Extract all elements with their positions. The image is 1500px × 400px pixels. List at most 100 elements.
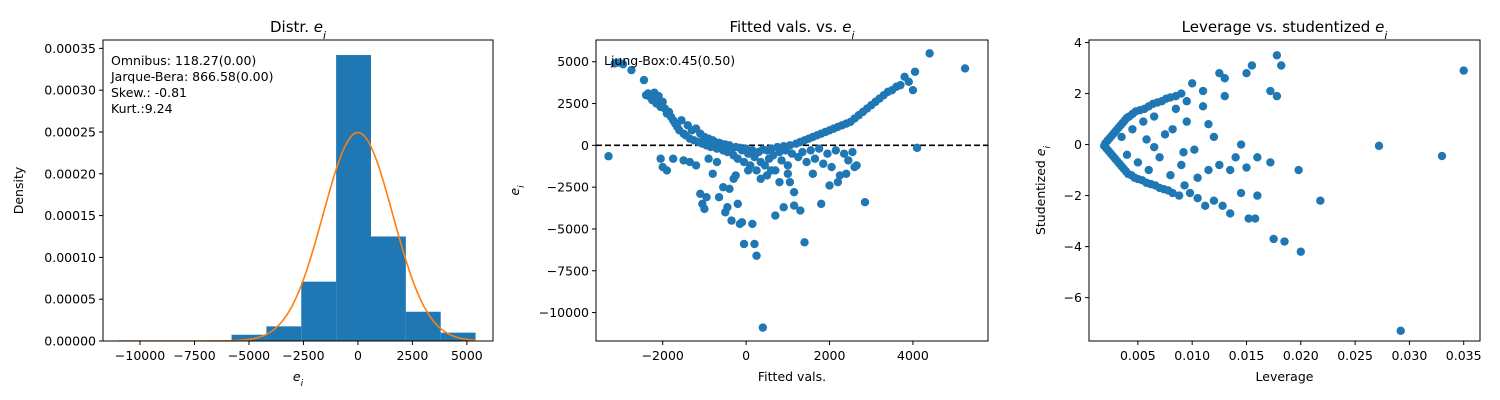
- scatter-point-132: [685, 157, 695, 167]
- scatter-point-74: [1316, 196, 1325, 205]
- x-tick-label: 0.035: [1446, 348, 1482, 363]
- scatter-point-97: [831, 146, 840, 155]
- scatter-point-14: [658, 97, 667, 107]
- x-tick-label: 4000: [897, 348, 929, 363]
- x-tick-label: 2500: [396, 348, 428, 363]
- y-tick-label: 0: [581, 138, 589, 153]
- scatter-point-53: [1198, 86, 1208, 96]
- leverage-vs-studentized-panel: 0.005 0.010 0.015 0.020 0.025 0.030 0.035 −6 −4 −…: [1033, 18, 1482, 384]
- scatter-point-151: [737, 218, 747, 227]
- y-tick-label: −7500: [547, 263, 589, 278]
- x-tick-label: 0.005: [1120, 348, 1156, 363]
- scatter-point-92: [1193, 173, 1202, 182]
- scatter-point-52: [1193, 193, 1202, 203]
- x-tick-label: 0.010: [1174, 348, 1210, 363]
- plot-area: [596, 49, 988, 332]
- x-tick-label: −5000: [228, 348, 270, 363]
- x-axis-label: Leverage: [1256, 369, 1314, 384]
- scatter-point-77: [789, 187, 799, 197]
- scatter-point-133: [691, 161, 701, 170]
- scatter-point-122: [908, 85, 918, 95]
- scatter-point-95: [1209, 132, 1219, 142]
- chart-title-symbol: e: [842, 18, 851, 36]
- scatter-point-146: [727, 216, 736, 225]
- scatter-point-169: [808, 169, 818, 178]
- scatter-point-93: [1198, 102, 1208, 111]
- scatter-point-121: [904, 77, 913, 87]
- scatter-point-158: [758, 323, 768, 332]
- scatter-point-173: [842, 169, 851, 178]
- scatter-point-95: [827, 162, 836, 172]
- scatter-point-56: [1209, 196, 1219, 205]
- scatter-point-162: [775, 177, 784, 187]
- scatter-point-4: [627, 65, 636, 75]
- chart-title-text: Distr.: [270, 18, 314, 36]
- scatter-point-71: [777, 156, 786, 165]
- scatter-point-107: [1142, 135, 1151, 144]
- scatter-point-48: [1180, 181, 1189, 190]
- stats-annotation: Ljung-Box:0.45(0.50): [604, 53, 735, 68]
- scatter-point-50: [1185, 188, 1195, 198]
- scatter-point-166: [789, 201, 799, 210]
- scatter-point-68: [1266, 86, 1275, 96]
- stats-annotation: Skew.: -0.81: [111, 85, 187, 100]
- scatter-point-87: [810, 154, 820, 163]
- y-axis-label: Density: [11, 166, 26, 214]
- scatter-point-148: [731, 171, 740, 180]
- scatter-point-76: [787, 149, 797, 158]
- x-tick-label: −10000: [115, 348, 165, 363]
- scatter-point-96: [1215, 160, 1224, 170]
- y-tick-label: 0.00010: [44, 250, 96, 265]
- scatter-point-109: [1179, 148, 1188, 157]
- scatter-point-46: [1174, 191, 1184, 200]
- x-axis-label: ei: [293, 369, 304, 389]
- scatter-point-76: [1396, 326, 1405, 335]
- scatter-point-168: [800, 238, 809, 247]
- scatter-point-0: [604, 152, 613, 161]
- scatter-point-87: [1160, 130, 1170, 139]
- y-tick-label: 2: [1074, 86, 1082, 101]
- x-axis-label-subscript: i: [301, 379, 304, 389]
- x-tick-label: −7500: [173, 348, 215, 363]
- scatter-point-67: [1253, 191, 1262, 200]
- scatter-point-72: [1280, 237, 1289, 246]
- scatter-point-90: [1177, 160, 1186, 170]
- scatter-point-44: [1168, 188, 1177, 198]
- scatter-point-82: [1133, 158, 1143, 167]
- chart-title-symbol: e: [1375, 18, 1384, 36]
- y-tick-label: 0: [1074, 137, 1082, 152]
- scatter-point-152: [739, 239, 749, 249]
- scatter-point-93: [823, 149, 832, 158]
- scatter-point-50: [733, 154, 742, 163]
- y-tick-label: 0.00030: [44, 83, 96, 98]
- y-axis-label-symbol: e: [507, 188, 522, 196]
- scatter-point-101: [839, 149, 849, 158]
- scatter-point-88: [1166, 170, 1175, 180]
- histogram-bar-3: [336, 55, 371, 341]
- scatter-point-12: [654, 91, 663, 101]
- y-tick-label: 0.00025: [44, 124, 96, 139]
- scatter-point-137: [702, 192, 711, 202]
- scatter-point-125: [925, 49, 934, 58]
- scatter-point-74: [783, 161, 793, 170]
- x-tick-label: −2500: [282, 348, 324, 363]
- scatter-point-167: [796, 206, 805, 215]
- y-tick-label: −2: [1064, 188, 1082, 203]
- scatter-point-161: [771, 211, 780, 220]
- x-tick-label: 0.025: [1337, 348, 1373, 363]
- x-tick-label: −2000: [642, 348, 684, 363]
- scatter-point-85: [806, 146, 815, 155]
- x-tick-label: 0: [354, 348, 362, 363]
- chart-title-text: Fitted vals. vs.: [729, 18, 842, 36]
- scatter-point-165: [785, 177, 795, 187]
- y-tick-label: 0.00020: [44, 166, 96, 181]
- scatter-point-98: [1225, 165, 1235, 175]
- x-tick-label: 5000: [451, 348, 483, 363]
- scatter-point-100: [1242, 163, 1251, 172]
- scatter-point-47: [1177, 89, 1186, 98]
- plot-area: [1100, 51, 1468, 335]
- x-tick-label: 2000: [814, 348, 846, 363]
- scatter-point-67: [769, 151, 778, 160]
- histogram-bar-0: [231, 334, 267, 341]
- scatter-point-145: [725, 184, 734, 194]
